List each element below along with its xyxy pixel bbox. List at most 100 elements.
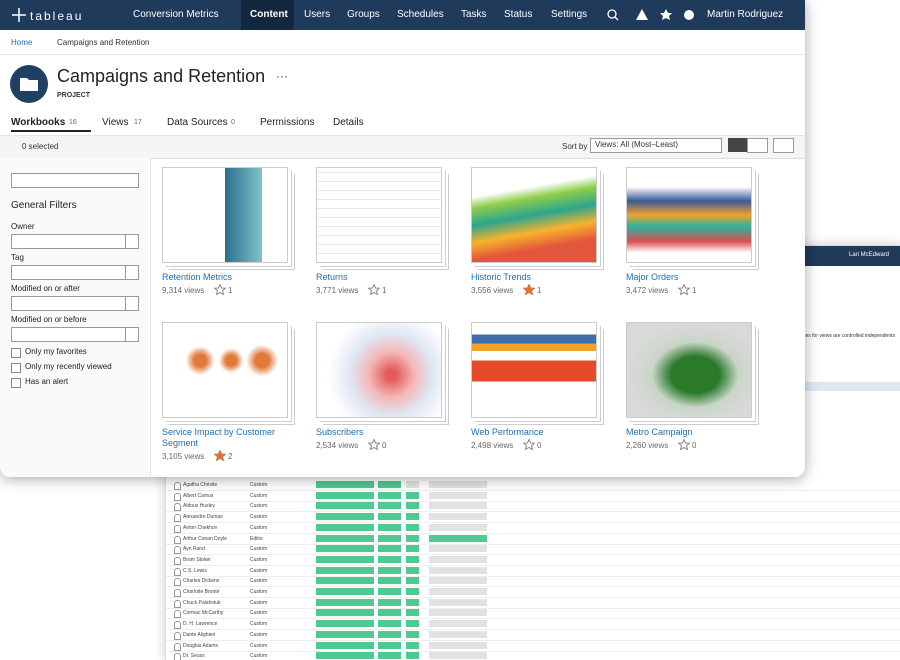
top-nav: tableau Conversion Metrics Martin Rodrig… xyxy=(0,0,805,30)
filter-label: Modified on or before xyxy=(11,315,87,324)
filter-dropdown[interactable] xyxy=(11,327,139,342)
user-role: Custom xyxy=(250,642,268,649)
nav-item[interactable]: Content xyxy=(250,9,288,20)
user-row[interactable]: Dr. Seuss Custom xyxy=(166,651,900,660)
favorite-star[interactable] xyxy=(368,284,380,295)
favorite-star[interactable] xyxy=(678,439,690,450)
permission-cell xyxy=(378,491,401,499)
user-row[interactable]: Albert Camus Custom xyxy=(166,491,900,502)
favorite-star[interactable] xyxy=(214,450,226,461)
user-row[interactable]: Anton Chekhov Custom xyxy=(166,523,900,534)
user-icon xyxy=(174,631,181,640)
user-icon xyxy=(174,514,181,523)
logo[interactable]: tableau xyxy=(30,9,84,23)
workbook-thumbnail[interactable] xyxy=(162,322,288,418)
permission-cell xyxy=(316,513,374,521)
back-user[interactable]: Lari McEdward xyxy=(849,252,890,258)
grid-view-button[interactable] xyxy=(728,138,747,152)
tab[interactable]: Workbooks xyxy=(11,117,66,128)
checkbox[interactable] xyxy=(11,348,21,358)
sort-select[interactable]: Views: All (Most–Least) xyxy=(590,138,722,153)
workbook-thumbnail[interactable] xyxy=(162,167,288,263)
more-button[interactable]: ··· xyxy=(276,69,288,83)
user-role: Custom xyxy=(250,653,268,660)
user-row[interactable]: Bram Stoker Custom xyxy=(166,555,900,566)
favorite-star[interactable] xyxy=(678,284,690,295)
nav-item[interactable]: Settings xyxy=(551,9,588,20)
permission-cell xyxy=(378,577,401,585)
user-name: Charlotte Brontë xyxy=(183,589,220,595)
user-row[interactable]: Cormac McCarthy Custom xyxy=(166,608,900,620)
permission-cell xyxy=(378,534,401,542)
user-row[interactable]: Charlotte Brontë Custom xyxy=(166,587,900,598)
user-name: Agatha Christie xyxy=(183,482,218,488)
user-row[interactable]: Arthur Conan Doyle Editor xyxy=(166,534,900,545)
permission-cell xyxy=(406,534,419,542)
workbook-thumbnail[interactable] xyxy=(626,322,752,418)
user-row[interactable]: Aldous Huxley Custom xyxy=(166,501,900,513)
filter-panel xyxy=(0,158,151,477)
nav-item[interactable]: Status xyxy=(504,9,533,20)
nav-item[interactable]: Schedules xyxy=(397,9,444,20)
user-row[interactable]: D. H. Lawrence Custom xyxy=(166,619,900,631)
user-row[interactable]: Agatha Christie Custom xyxy=(166,480,900,491)
search-box[interactable] xyxy=(11,173,139,188)
user-role: Custom xyxy=(250,492,268,499)
user-name: D. H. Lawrence xyxy=(183,621,218,628)
tab[interactable]: Permissions xyxy=(260,117,315,128)
workbook-thumbnail[interactable] xyxy=(626,167,752,263)
user-icon xyxy=(174,503,181,512)
permission-cell xyxy=(429,630,487,638)
list-view-button[interactable] xyxy=(747,138,768,153)
permission-cell xyxy=(406,566,419,574)
user-row[interactable]: Charles Dickens Custom xyxy=(166,576,900,588)
favorite-star[interactable] xyxy=(523,439,535,450)
nav-item[interactable]: Groups xyxy=(347,9,380,20)
permission-cell xyxy=(316,555,374,563)
workbook-title[interactable]: Web Performance xyxy=(471,427,544,437)
favorite-star[interactable] xyxy=(368,439,380,450)
user-row[interactable]: Dante Alighieri Custom xyxy=(166,630,900,641)
workbook-title[interactable]: Retention Metrics xyxy=(162,272,233,282)
workbook-title[interactable]: Metro Campaign xyxy=(626,427,693,437)
user-row[interactable]: C.S. Lewis Custom xyxy=(166,566,900,577)
user-name: Aldous Huxley xyxy=(183,503,215,510)
workbook-thumbnail[interactable] xyxy=(471,322,597,418)
tab[interactable]: Data Sources xyxy=(167,117,228,128)
filter-dropdown[interactable] xyxy=(11,234,139,249)
workbook-thumbnail[interactable] xyxy=(316,167,442,263)
user-menu[interactable]: Martin Rodriguez xyxy=(707,9,784,20)
workbook-thumbnail[interactable] xyxy=(316,322,442,418)
user-row[interactable]: Alexandre Dumas Custom xyxy=(166,512,900,524)
checkbox[interactable] xyxy=(11,378,21,388)
filter-dropdown[interactable] xyxy=(11,265,139,280)
workbook-title[interactable]: Historic Trends xyxy=(471,272,532,282)
user-row[interactable]: Douglas Adams Custom xyxy=(166,641,900,652)
user-row[interactable]: Chuck Palahniuk Custom xyxy=(166,598,900,609)
user-role: Custom xyxy=(250,567,268,574)
user-name: Douglas Adams xyxy=(183,642,219,649)
user-icon xyxy=(174,610,181,619)
workbook-title[interactable]: Returns xyxy=(316,272,348,282)
nav-item[interactable]: Users xyxy=(304,9,331,20)
filter-button[interactable] xyxy=(773,138,794,153)
divider xyxy=(0,54,805,55)
permission-cell xyxy=(429,652,487,660)
favorite-star[interactable] xyxy=(523,284,535,295)
filter-dropdown[interactable] xyxy=(11,296,139,311)
workbook-title[interactable]: Major Orders xyxy=(626,272,679,282)
workbook-title[interactable]: Service Impact by Customer Segment xyxy=(162,427,276,448)
user-row[interactable]: Ayn Rand Custom xyxy=(166,544,900,556)
site-selector[interactable]: Conversion Metrics xyxy=(133,9,219,20)
favorite-star[interactable] xyxy=(214,284,226,295)
permission-cell xyxy=(316,523,374,531)
tab[interactable]: Details xyxy=(333,117,364,128)
tab[interactable]: Views xyxy=(102,117,129,128)
workbook-thumbnail[interactable] xyxy=(471,167,597,263)
workbook-title[interactable]: Subscribers xyxy=(316,427,364,437)
permission-cell xyxy=(316,481,374,488)
breadcrumb-home[interactable]: Home xyxy=(11,38,33,47)
checkbox[interactable] xyxy=(11,363,21,373)
permission-cell xyxy=(406,630,419,638)
nav-item[interactable]: Tasks xyxy=(461,9,487,20)
